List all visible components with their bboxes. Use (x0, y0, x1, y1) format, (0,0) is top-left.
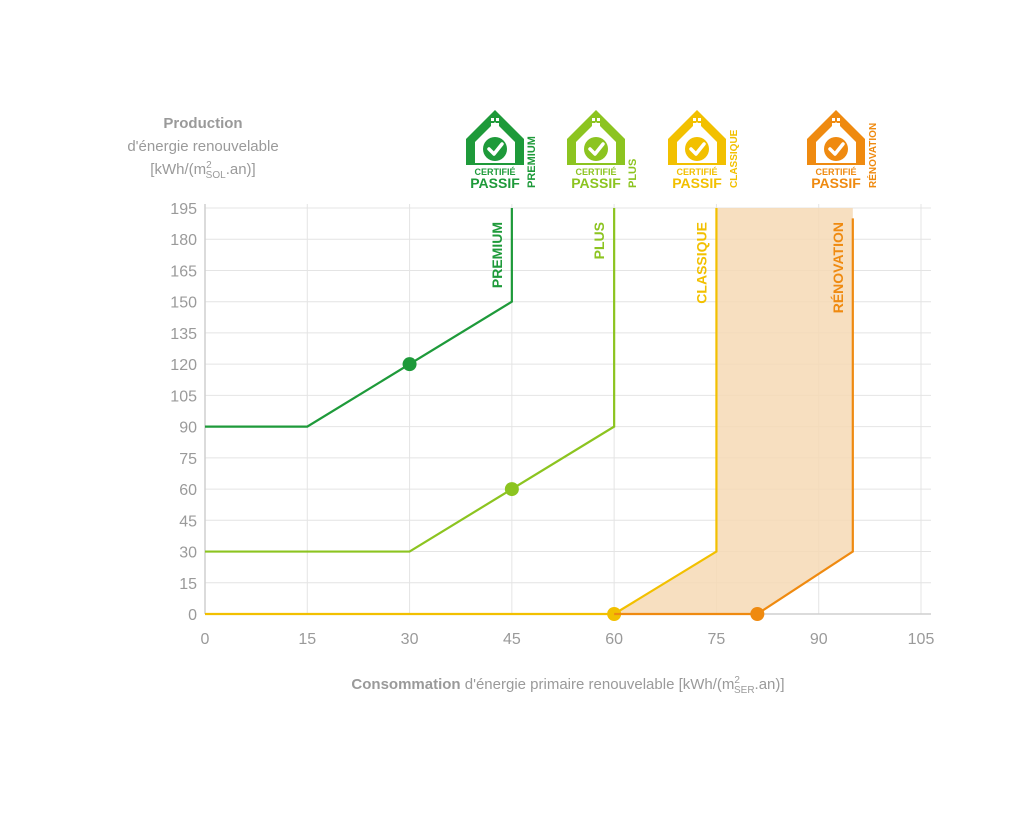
badge-window-icon (832, 118, 835, 121)
badge-window-icon (698, 123, 701, 126)
x-axis-title: Consommation d'énergie primaire renouvel… (351, 675, 784, 696)
renovation-zone (614, 208, 853, 614)
badge-tag: PLUS (627, 159, 639, 188)
y-axis-title-line2: d'énergie renouvelable (127, 138, 278, 155)
badge-check-circle-icon (584, 137, 608, 161)
y-tick-180: 180 (170, 232, 197, 249)
y-tick-165: 165 (170, 263, 197, 280)
tick-labels: 0 15 30 45 60 75 90 105 120 135 150 165 180 195 0 15 30 4… (170, 201, 934, 648)
badge-window-icon (832, 123, 835, 126)
x-axis-unit-post: .an)] (755, 676, 785, 693)
badge-line1: CERTIFIÉ (815, 167, 856, 177)
badge-check-icon (689, 142, 706, 156)
badge-line2: PASSIF (811, 175, 861, 191)
x-tick-45: 45 (503, 631, 521, 648)
y-tick-30: 30 (179, 545, 197, 562)
series-label-premium: PREMIUM (489, 222, 505, 288)
badge-window-icon (491, 118, 494, 121)
badge-window-icon (496, 118, 499, 121)
shaded-region (614, 208, 853, 614)
badge-check-icon (588, 142, 605, 156)
badge-window-icon (592, 118, 595, 121)
y-axis-unit-sub: SOL (206, 170, 226, 181)
badge-line2: PASSIF (470, 175, 520, 191)
y-axis-unit-post: .an)] (226, 161, 256, 178)
badge-window-icon (597, 123, 600, 126)
badge-line1: CERTIFIÉ (575, 167, 616, 177)
y-axis-unit: [kWh/(m2 SOL.an)] (150, 160, 255, 181)
badge-window-icon (693, 123, 696, 126)
badge-window-icon (496, 123, 499, 126)
y-tick-0: 0 (188, 607, 197, 624)
badge-line2: PASSIF (571, 175, 621, 191)
series-line-classique (205, 208, 718, 616)
y-tick-75: 75 (179, 451, 197, 468)
badge-tag: PREMIUM (526, 136, 538, 188)
badge-check-icon (487, 142, 504, 156)
x-axis-unit-sup: 2 (734, 675, 740, 686)
badge-check-circle-icon (824, 137, 848, 161)
series-marker-plus (504, 482, 519, 497)
x-axis-title-rest: d'énergie primaire renouvelable [kWh/(m (461, 676, 735, 693)
badge-line1: CERTIFIÉ (474, 167, 515, 177)
badge-tag: RÉNOVATION (866, 123, 879, 188)
series-marker-premium (402, 357, 417, 372)
badge-window-icon (837, 123, 840, 126)
badge-window-icon (693, 118, 696, 121)
series-label-plus: PLUS (591, 222, 607, 259)
x-tick-90: 90 (810, 631, 828, 648)
y-tick-90: 90 (179, 420, 197, 437)
x-tick-105: 105 (908, 631, 935, 648)
y-tick-120: 120 (170, 357, 197, 374)
x-tick-75: 75 (708, 631, 726, 648)
y-axis-unit-pre: [kWh/(m (150, 161, 206, 178)
y-tick-60: 60 (179, 482, 197, 499)
badge-check-icon (828, 142, 845, 156)
badge-line1: CERTIFIÉ (676, 167, 717, 177)
y-tick-15: 15 (179, 576, 197, 593)
badge-window-icon (491, 123, 494, 126)
badge-window-icon (837, 118, 840, 121)
y-axis-title: Production d'énergie renouvelable [kWh/(… (127, 115, 278, 181)
y-tick-45: 45 (179, 513, 197, 530)
y-tick-105: 105 (170, 388, 197, 405)
badge-line2: PASSIF (672, 175, 722, 191)
x-tick-30: 30 (401, 631, 419, 648)
y-axis-unit-sup: 2 (206, 160, 212, 171)
y-tick-195: 195 (170, 201, 197, 218)
y-axis-title-bold: Production (163, 115, 242, 132)
x-tick-15: 15 (298, 631, 316, 648)
x-axis-unit-sub: SER (734, 685, 755, 696)
series-label-classique: CLASSIQUE (693, 222, 709, 304)
badge-tag: CLASSIQUE (729, 129, 740, 188)
x-axis-title-bold: Consommation (351, 676, 460, 693)
series-label-renovation: RÉNOVATION (830, 222, 846, 313)
badge-check-circle-icon (483, 137, 507, 161)
series-lines: PREMIUM PLUS CLASSIQUE RÉNOVATION (205, 208, 854, 621)
x-tick-60: 60 (605, 631, 623, 648)
y-tick-150: 150 (170, 295, 197, 312)
series-line-premium (205, 208, 513, 428)
series-line-renovation (614, 218, 854, 616)
y-tick-135: 135 (170, 326, 197, 343)
x-tick-0: 0 (201, 631, 210, 648)
badge-window-icon (597, 118, 600, 121)
series-marker-renovation (750, 607, 765, 621)
badge-window-icon (592, 123, 595, 126)
badge-check-circle-icon (685, 137, 709, 161)
badge-window-icon (698, 118, 701, 121)
